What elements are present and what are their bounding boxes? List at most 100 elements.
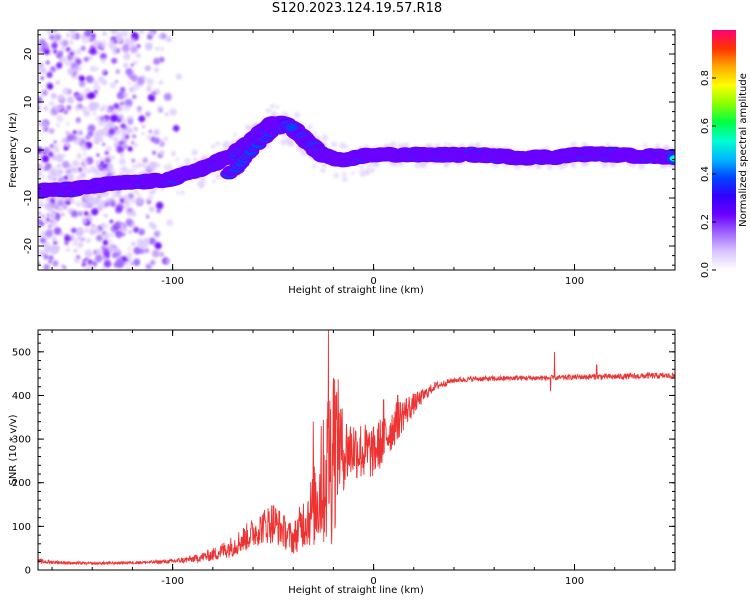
noise-blob (135, 196, 144, 205)
halo-blob (175, 157, 180, 162)
noise-blob (42, 243, 48, 248)
noise-blob (71, 159, 80, 168)
noise-blob (53, 244, 60, 252)
noise-blob (110, 39, 115, 44)
noise-blob (45, 60, 50, 65)
noise-blob (40, 76, 44, 80)
spectrogram-y-tick-label: 10 (23, 96, 34, 109)
noise-blob (141, 124, 146, 129)
noise-blob (121, 30, 129, 38)
noise-blob (136, 43, 141, 49)
noise-blob (48, 260, 52, 264)
noise-blob (41, 155, 50, 163)
noise-blob (158, 34, 163, 39)
noise-blob (84, 87, 91, 94)
halo-blob (293, 111, 301, 119)
noise-blob (65, 130, 71, 136)
noise-blob (128, 41, 135, 48)
noise-blob (65, 46, 71, 53)
halo-blob (80, 176, 85, 181)
noise-blob (61, 213, 65, 217)
spectrogram-x-ticks: -100 0 100 (51, 30, 656, 287)
noise-blob (103, 213, 109, 218)
noise-blob (45, 217, 50, 222)
halo-blob (360, 165, 364, 170)
halo-blob (366, 164, 372, 169)
noise-blob (78, 236, 82, 240)
halo-blob (215, 173, 222, 180)
noise-blob (126, 127, 133, 134)
noise-blob (108, 246, 116, 253)
noise-blob (102, 248, 111, 257)
noise-blob (96, 153, 100, 157)
noise-blob (148, 129, 153, 134)
noise-blob (141, 132, 145, 136)
halo-blob (102, 170, 108, 175)
noise-blob (125, 266, 131, 270)
spectrogram-y-tick-label: -10 (23, 190, 34, 206)
halo-blob (638, 163, 645, 170)
colorbar-tick-label: 0.0 (700, 262, 711, 278)
noise-blob (132, 32, 137, 37)
noise-blob (85, 30, 93, 37)
noise-blob (52, 240, 58, 246)
noise-blob (111, 57, 118, 64)
noise-blob (100, 58, 106, 63)
noise-blob (79, 75, 86, 82)
noise-blob (119, 114, 123, 119)
noise-blob (121, 44, 130, 53)
noise-blob (77, 242, 84, 248)
halo-blob (282, 133, 287, 138)
noise-blob (97, 120, 104, 126)
noise-blob (38, 153, 43, 159)
snr-y-tick-label: 500 (12, 347, 31, 358)
noise-blob (123, 260, 129, 266)
noise-blob (55, 80, 61, 85)
noise-blob (131, 94, 137, 100)
halo-blob (75, 200, 82, 207)
noise-blob (109, 219, 114, 224)
noise-blob (110, 82, 117, 89)
noise-blob (52, 144, 58, 150)
noise-blob (74, 94, 78, 98)
noise-blob (77, 211, 83, 217)
noise-blob (51, 42, 58, 49)
noise-blob (151, 249, 160, 258)
noise-blob (80, 45, 86, 51)
noise-blob (120, 222, 125, 227)
noise-blob (38, 106, 41, 110)
noise-blob (102, 31, 107, 36)
noise-blob (44, 220, 48, 225)
noise-blob (87, 124, 96, 133)
noise-blob (113, 136, 119, 143)
noise-blob (100, 160, 105, 165)
figure-title: S120.2023.124.19.57.R18 (271, 1, 443, 16)
noise-blob (84, 211, 89, 216)
noise-blob (79, 171, 87, 179)
noise-blob (175, 73, 183, 80)
noise-blob (133, 226, 140, 233)
noise-blob (93, 40, 101, 48)
noise-blob (71, 227, 77, 234)
halo-blob (56, 173, 62, 179)
halo-blob (51, 169, 57, 176)
noise-blob (94, 90, 98, 94)
noise-blob (81, 215, 88, 223)
noise-blob (40, 222, 45, 226)
halo-blob (45, 198, 51, 204)
noise-blob (111, 252, 118, 259)
spectrogram-x-axis-label: Height of straight line (km) (288, 285, 424, 296)
noise-blob (61, 137, 68, 144)
noise-blob (145, 111, 151, 117)
noise-blob (144, 248, 150, 254)
halo-blob (321, 162, 328, 169)
halo-blob (86, 195, 93, 202)
noise-blob (100, 157, 104, 161)
noise-blob (62, 265, 67, 270)
snr-y-ticks: 0 100 200 300 400 500 (12, 333, 675, 577)
noise-blob (62, 153, 66, 157)
noise-blob (53, 40, 57, 44)
snr-y-tick-label: 200 (12, 478, 31, 489)
halo-blob (271, 110, 277, 117)
noise-blob (165, 36, 172, 43)
